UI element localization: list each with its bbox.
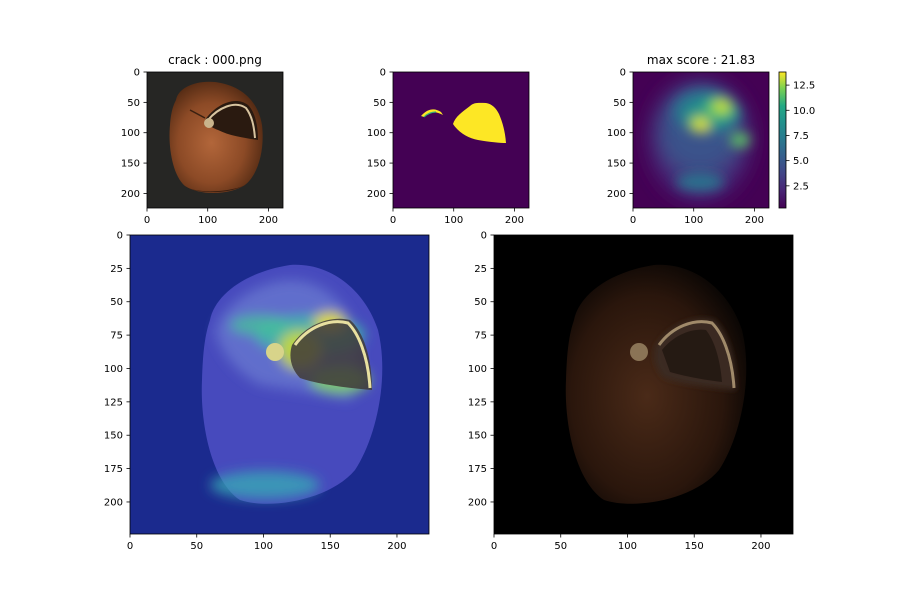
x-tick-label: 200 — [745, 215, 764, 226]
colorbar-ticks: 2.5 5.0 7.5 10.0 12.5 — [786, 81, 815, 192]
ax1-title: crack : 000.png — [168, 53, 262, 67]
y-tick-label: 50 — [127, 98, 140, 109]
ax4-yticks: 0 25 50 75 100 125 150 175 200 — [104, 231, 130, 508]
y-tick-label: 75 — [110, 331, 123, 342]
y-tick-label: 200 — [121, 189, 140, 200]
masked-photo — [494, 235, 793, 534]
y-tick-label: 150 — [121, 159, 140, 170]
x-tick-label: 100 — [444, 215, 463, 226]
score-heatmap-axes: 0 100 200 0 50 100 150 200 max score : 21.83 2… — [607, 53, 815, 226]
ax4-xticks: 0 50 100 150 200 — [127, 534, 407, 552]
x-tick-label: 50 — [190, 541, 203, 552]
y-tick-label: 200 — [607, 189, 626, 200]
y-tick-label: 0 — [620, 68, 626, 79]
y-tick-label: 100 — [104, 364, 123, 375]
overlay-image — [130, 235, 429, 534]
overlay-axes: 0 50 100 150 200 0 25 50 75 100 125 150 175 200 — [104, 231, 430, 552]
y-tick-label: 150 — [468, 431, 487, 442]
y-tick-label: 125 — [104, 397, 123, 408]
y-tick-label: 25 — [474, 264, 487, 275]
x-tick-label: 0 — [127, 541, 133, 552]
ax3-title: max score : 21.83 — [647, 53, 755, 67]
x-tick-label: 0 — [491, 541, 497, 552]
y-tick-label: 100 — [367, 128, 386, 139]
y-tick-label: 175 — [104, 464, 123, 475]
y-tick-label: 100 — [607, 128, 626, 139]
y-tick-label: 150 — [367, 159, 386, 170]
y-tick-label: 200 — [468, 497, 487, 508]
colorbar-gradient — [779, 72, 786, 208]
y-tick-label: 50 — [474, 297, 487, 308]
y-tick-label: 50 — [613, 98, 626, 109]
y-tick-label: 150 — [607, 159, 626, 170]
x-tick-label: 150 — [685, 541, 704, 552]
x-tick-label: 200 — [259, 215, 278, 226]
mask-image — [393, 72, 529, 208]
ax2-xticks: 0 100 200 — [390, 208, 524, 226]
y-tick-label: 75 — [474, 331, 487, 342]
y-tick-label: 0 — [481, 231, 487, 242]
mask-axes: 0 100 200 0 50 100 150 200 — [367, 68, 530, 226]
x-tick-label: 100 — [618, 541, 637, 552]
y-tick-label: 0 — [380, 68, 386, 79]
y-tick-label: 125 — [468, 397, 487, 408]
hazelnut-photo — [147, 72, 283, 208]
x-tick-label: 200 — [505, 215, 524, 226]
x-tick-label: 0 — [390, 215, 396, 226]
ax5-yticks: 0 25 50 75 100 125 150 175 200 — [468, 231, 494, 508]
x-tick-label: 100 — [254, 541, 273, 552]
y-tick-label: 175 — [468, 464, 487, 475]
ax1-xticks: 0 100 200 — [144, 208, 278, 226]
ax1-yticks: 0 50 100 150 200 — [121, 68, 147, 200]
y-tick-label: 25 — [110, 264, 123, 275]
x-tick-label: 0 — [630, 215, 636, 226]
y-tick-label: 150 — [104, 431, 123, 442]
masked-photo-axes: 0 50 100 150 200 0 25 50 75 100 125 150 175 200 — [468, 231, 794, 552]
x-tick-label: 100 — [684, 215, 703, 226]
y-tick-label: 200 — [367, 189, 386, 200]
colorbar-tick-label: 12.5 — [793, 81, 815, 92]
x-tick-label: 100 — [198, 215, 217, 226]
y-tick-label: 0 — [117, 231, 123, 242]
original-image-axes: 0 100 200 0 50 100 150 200 crack : 000.png — [121, 53, 284, 226]
ax5-xticks: 0 50 100 150 200 — [491, 534, 771, 552]
x-tick-label: 150 — [321, 541, 340, 552]
x-tick-label: 0 — [144, 215, 150, 226]
y-tick-label: 200 — [104, 497, 123, 508]
colorbar: 2.5 5.0 7.5 10.0 12.5 — [778, 71, 815, 209]
colorbar-tick-label: 2.5 — [793, 181, 809, 192]
ax3-yticks: 0 50 100 150 200 — [607, 68, 633, 200]
colorbar-tick-label: 7.5 — [793, 131, 809, 142]
y-tick-label: 50 — [110, 297, 123, 308]
y-tick-label: 0 — [134, 68, 140, 79]
score-heatmap — [633, 72, 769, 208]
colorbar-tick-label: 5.0 — [793, 156, 809, 167]
x-tick-label: 200 — [387, 541, 406, 552]
x-tick-label: 50 — [554, 541, 567, 552]
y-tick-label: 100 — [468, 364, 487, 375]
x-tick-label: 200 — [751, 541, 770, 552]
colorbar-tick-label: 10.0 — [793, 106, 815, 117]
ax2-yticks: 0 50 100 150 200 — [367, 68, 393, 200]
y-tick-label: 100 — [121, 128, 140, 139]
y-tick-label: 50 — [373, 98, 386, 109]
ax3-xticks: 0 100 200 — [630, 208, 764, 226]
